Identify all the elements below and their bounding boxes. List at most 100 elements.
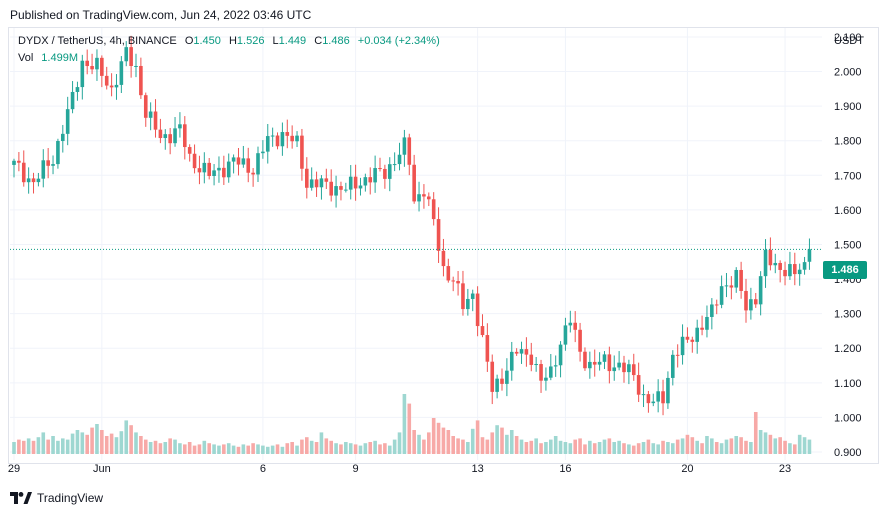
- volume-bar: [690, 437, 695, 454]
- volume-bar: [339, 444, 343, 454]
- candle-down: [768, 249, 773, 266]
- volume-bar: [114, 437, 119, 454]
- volume-bar: [744, 440, 748, 454]
- candle-down: [475, 293, 480, 327]
- candle-up: [212, 170, 216, 177]
- candles: [12, 35, 812, 416]
- candle-up: [119, 61, 124, 85]
- candle-up: [358, 185, 363, 189]
- candle-up: [334, 186, 338, 196]
- price-axis: 2.1002.0001.9001.8001.7001.6001.5001.400…: [834, 32, 862, 459]
- candle-down: [485, 335, 490, 362]
- candle-up: [70, 91, 75, 110]
- brand-name: TradingView: [37, 491, 104, 505]
- volume-bar: [592, 443, 597, 454]
- candle-up: [549, 366, 553, 378]
- volume-bar: [675, 439, 680, 454]
- candle-up: [710, 304, 714, 317]
- volume-bar: [85, 434, 89, 454]
- volume-bar: [627, 444, 631, 454]
- volume-bar: [104, 436, 109, 454]
- volume-bar: [90, 427, 94, 454]
- volume-bar: [324, 438, 329, 454]
- candle-down: [222, 167, 226, 178]
- candle-up: [163, 134, 168, 139]
- volume-bar: [788, 443, 792, 454]
- candle-up: [680, 336, 685, 356]
- price-tick-label: 0.900: [834, 447, 862, 459]
- candle-up: [695, 327, 699, 342]
- volume-bar: [461, 439, 465, 454]
- volume-bar: [451, 436, 455, 454]
- time-tick-label: 20: [681, 463, 693, 475]
- candle-down: [714, 304, 719, 306]
- candle-down: [636, 375, 641, 395]
- price-tick-label: 1.600: [834, 205, 862, 217]
- candle-up: [568, 322, 573, 326]
- volume-bar: [612, 442, 617, 454]
- symbol-legend: DYDX / TetherUS, 4h, BINANCE O1.450 H1.5…: [18, 35, 440, 47]
- grid: [10, 28, 822, 460]
- candle-down: [412, 164, 416, 202]
- candle-down: [622, 362, 626, 373]
- volume-bar: [363, 443, 368, 454]
- candle-down: [143, 95, 148, 118]
- candle-down: [427, 196, 431, 200]
- volume-bar: [412, 430, 416, 454]
- candle-up: [627, 364, 631, 373]
- candle-down: [305, 168, 309, 188]
- volume-bar: [168, 438, 172, 454]
- volume-bar: [251, 443, 255, 454]
- candle-up: [617, 362, 621, 368]
- candle-up: [417, 194, 421, 202]
- volume-bar: [705, 436, 709, 454]
- volume-label: Vol: [18, 52, 34, 64]
- candle-up: [466, 298, 470, 310]
- volume-bar: [280, 446, 285, 454]
- volume-bar: [134, 432, 138, 454]
- candle-up: [226, 161, 231, 178]
- candle-up: [270, 135, 275, 137]
- volume-bar: [65, 439, 70, 454]
- volume-bar: [392, 439, 397, 454]
- candle-up: [309, 179, 314, 188]
- volume-bar: [207, 443, 211, 454]
- candle-up: [402, 137, 407, 155]
- candle-up: [65, 109, 70, 134]
- candle-down: [514, 351, 519, 354]
- candle-up: [265, 136, 270, 152]
- candle-down: [85, 60, 89, 67]
- candle-up: [602, 354, 607, 362]
- volume-bar: [236, 446, 241, 454]
- volume-bar: [636, 443, 641, 454]
- volume-bar: [46, 439, 50, 454]
- candle-up: [348, 176, 353, 190]
- candle-up: [734, 269, 739, 288]
- candle-up: [641, 394, 646, 396]
- candle-down: [631, 364, 636, 376]
- volume-bar: [573, 439, 577, 454]
- volume-bar: [651, 443, 656, 454]
- price-tick-label: 1.500: [834, 239, 862, 251]
- candle-down: [436, 219, 441, 251]
- volume-bar: [143, 439, 148, 454]
- candle-up: [173, 128, 177, 144]
- candle-up: [344, 189, 348, 191]
- volume-bar: [192, 445, 197, 454]
- volume-bar: [685, 434, 690, 454]
- footer-brand[interactable]: TradingView: [10, 491, 103, 505]
- candle-up: [61, 133, 65, 142]
- price-tick-label: 1.900: [834, 101, 862, 113]
- volume-bar: [226, 443, 231, 454]
- volume-bar: [671, 443, 675, 454]
- candle-down: [329, 181, 333, 196]
- candle-down: [324, 178, 329, 182]
- volume-bar: [61, 438, 65, 454]
- candle-down: [236, 157, 241, 165]
- candle-down: [314, 179, 319, 188]
- volume-bar: [202, 440, 207, 454]
- candle-up: [134, 65, 138, 67]
- candle-up: [397, 154, 402, 165]
- candle-up: [124, 47, 129, 62]
